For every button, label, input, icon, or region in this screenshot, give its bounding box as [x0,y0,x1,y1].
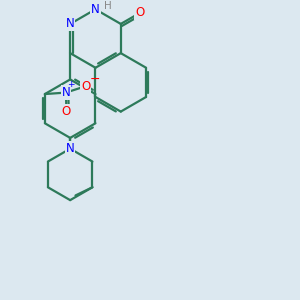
Text: −: − [89,73,100,86]
Text: O: O [81,80,90,93]
Text: O: O [135,7,144,20]
Text: +: + [68,80,75,89]
Text: H: H [104,2,112,11]
Text: O: O [62,105,71,118]
Text: N: N [61,86,70,99]
Text: N: N [66,17,74,30]
Text: N: N [66,142,74,155]
Text: N: N [91,3,100,16]
